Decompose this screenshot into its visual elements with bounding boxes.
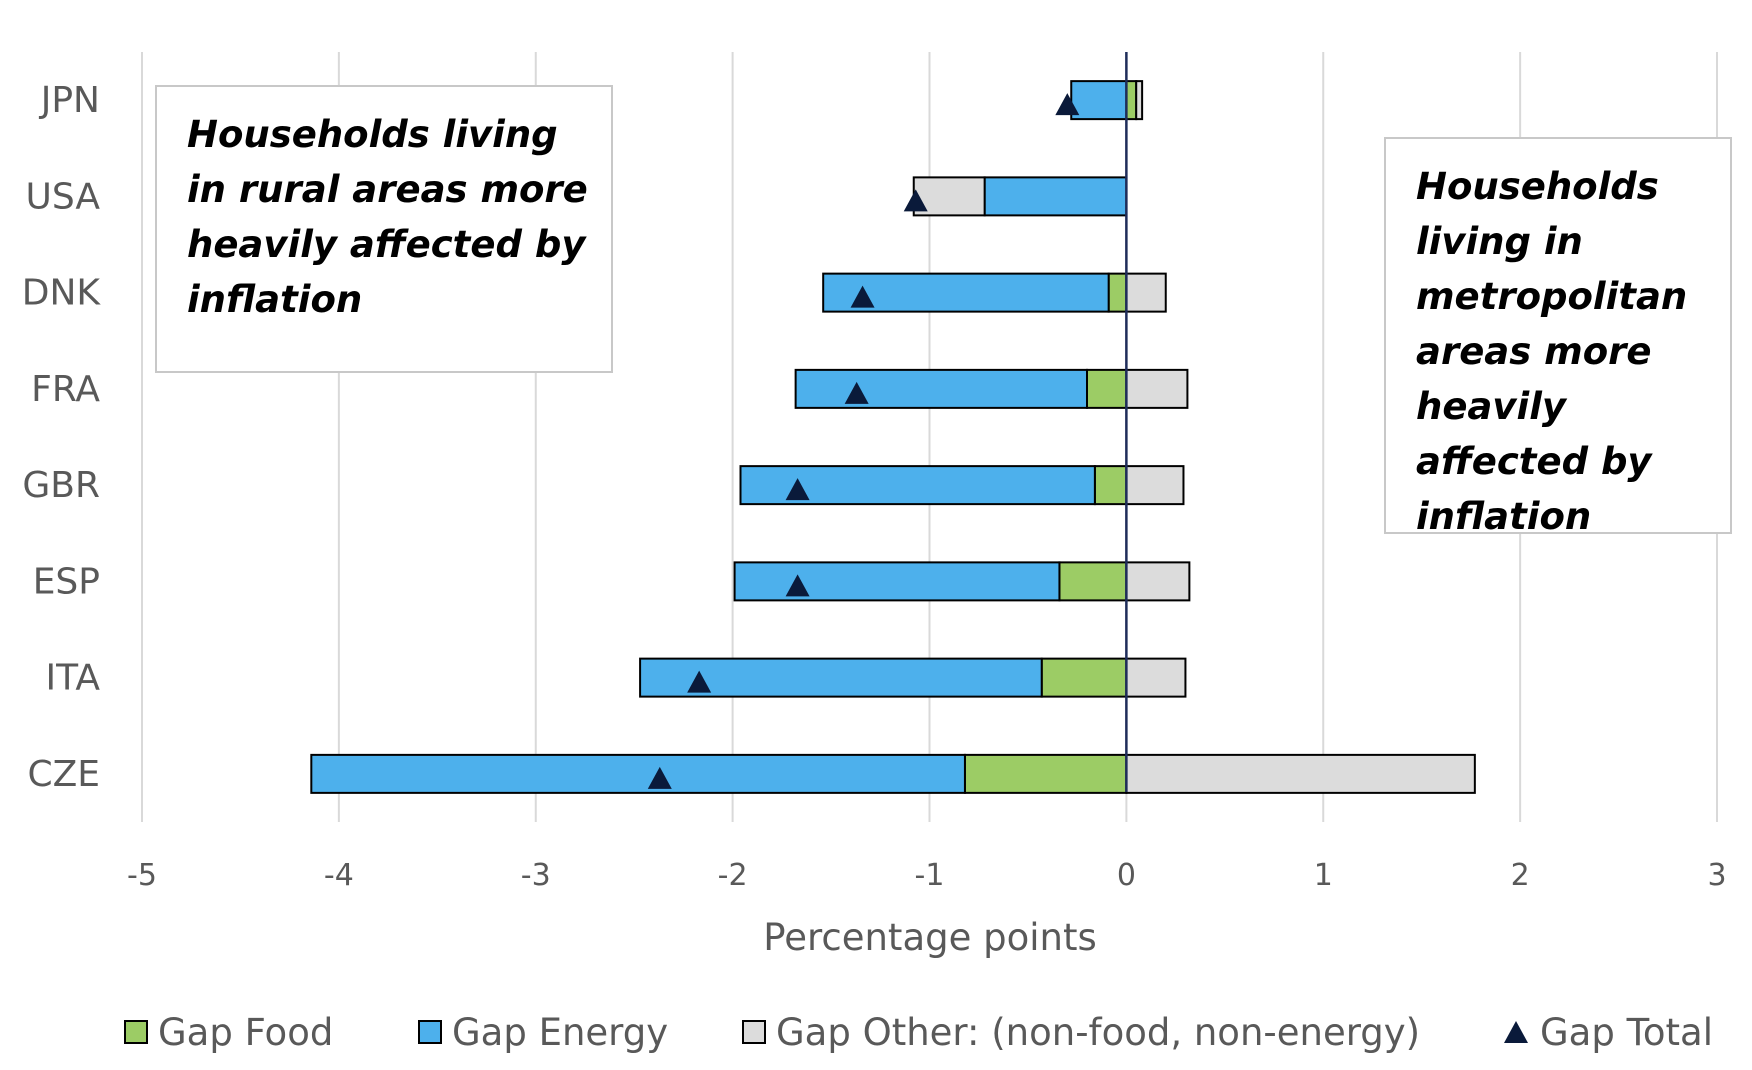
bar-segment bbox=[1125, 465, 1185, 506]
legend-label-total: Gap Total bbox=[1540, 1010, 1714, 1054]
bar-segment bbox=[1125, 657, 1187, 698]
x-tick-label: -5 bbox=[127, 858, 157, 893]
total-marker bbox=[850, 285, 875, 308]
legend-label-food: Gap Food bbox=[158, 1010, 334, 1054]
bar-segment bbox=[1070, 80, 1128, 121]
rural-annotation-text: Households living in rural areas more he… bbox=[187, 113, 588, 321]
bar-segment bbox=[1125, 561, 1191, 602]
total-marker bbox=[903, 189, 928, 212]
legend-item-total: Gap Total bbox=[1504, 1004, 1713, 1060]
legend-label-energy: Gap Energy bbox=[452, 1010, 669, 1054]
x-tick-label: 3 bbox=[1707, 858, 1726, 893]
legend-label-other: Gap Other: (non-food, non-energy) bbox=[776, 1010, 1421, 1054]
x-tick-label: 0 bbox=[1117, 858, 1136, 893]
total-marker bbox=[1055, 93, 1080, 116]
bar-segment bbox=[963, 753, 1128, 794]
category-label: JPN bbox=[39, 80, 100, 121]
x-tick-label: -2 bbox=[718, 858, 748, 893]
bar-segment bbox=[794, 368, 1088, 409]
bar-segment bbox=[1125, 753, 1476, 794]
metropolitan-annotation-text: Households living in metropolitan areas … bbox=[1416, 165, 1688, 538]
x-axis-label: Percentage points bbox=[763, 916, 1097, 959]
other-swatch-icon bbox=[742, 1020, 766, 1044]
category-label: GBR bbox=[22, 465, 100, 506]
total-marker bbox=[647, 766, 672, 789]
bar-segment bbox=[983, 176, 1128, 217]
legend: Gap Food Gap Energy Gap Other: (non-food… bbox=[0, 1004, 1752, 1060]
category-label: CZE bbox=[27, 754, 100, 795]
bar-segment bbox=[1125, 368, 1189, 409]
x-tick-label: 2 bbox=[1511, 858, 1530, 893]
rural-annotation-box: Households living in rural areas more he… bbox=[155, 85, 613, 373]
bars bbox=[310, 80, 1476, 794]
bar-segment bbox=[310, 753, 966, 794]
metropolitan-annotation-box: Households living in metropolitan areas … bbox=[1384, 137, 1732, 538]
category-label: DNK bbox=[22, 273, 102, 314]
total-marker bbox=[687, 670, 712, 693]
bar-segment bbox=[1093, 465, 1128, 506]
category-labels: JPN USA DNK FRA GBR ESP ITA CZE bbox=[22, 80, 102, 795]
bar-segment bbox=[1086, 368, 1128, 409]
legend-item-energy: Gap Energy bbox=[418, 1004, 668, 1060]
x-tick-labels: -5 -4 -3 -2 -1 0 1 2 3 bbox=[127, 858, 1727, 893]
bar-segment bbox=[1058, 561, 1128, 602]
category-label: USA bbox=[26, 176, 101, 217]
category-label: ITA bbox=[46, 658, 101, 699]
x-tick-label: -1 bbox=[915, 858, 945, 893]
total-marker bbox=[844, 381, 869, 404]
legend-item-other: Gap Other: (non-food, non-energy) bbox=[742, 1004, 1420, 1060]
bar-segment bbox=[1040, 657, 1128, 698]
total-marker bbox=[785, 478, 810, 501]
bar-segment bbox=[1125, 272, 1167, 313]
bar-segment bbox=[1125, 80, 1138, 121]
total-markers bbox=[647, 93, 1080, 789]
legend-item-food: Gap Food bbox=[124, 1004, 333, 1060]
food-swatch-icon bbox=[124, 1020, 148, 1044]
bar-segment bbox=[1135, 80, 1144, 121]
bar-segment bbox=[1107, 272, 1128, 313]
x-tick-label: 1 bbox=[1314, 858, 1333, 893]
x-tick-label: -4 bbox=[324, 858, 354, 893]
category-label: FRA bbox=[31, 369, 100, 410]
energy-swatch-icon bbox=[418, 1020, 442, 1044]
x-tick-label: -3 bbox=[521, 858, 551, 893]
triangle-marker-icon bbox=[1504, 1021, 1528, 1043]
total-marker bbox=[785, 574, 810, 597]
bar-segment bbox=[733, 561, 1061, 602]
category-label: ESP bbox=[33, 561, 100, 602]
